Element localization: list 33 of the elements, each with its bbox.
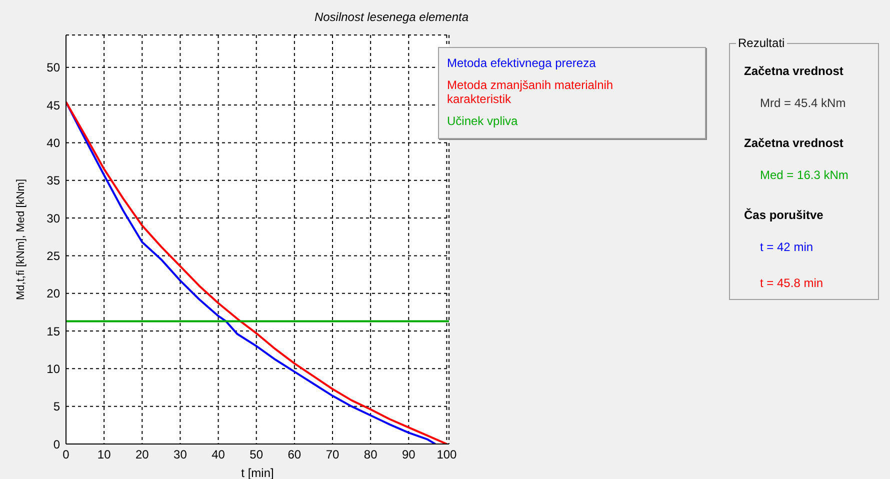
y-tick-label: 25 <box>46 248 60 263</box>
text: Začetna vrednost <box>744 136 844 150</box>
text: t = 45.8 min <box>760 276 824 290</box>
x-tick-label: 80 <box>364 448 378 462</box>
x-tick-label: 70 <box>326 448 340 462</box>
y-tick-label: 40 <box>46 136 60 150</box>
text: Začetna vrednost <box>744 64 844 78</box>
y-axis-title: Md,t,fi [kNm], Med [kNm] <box>14 178 27 300</box>
y-tick-label: 35 <box>46 174 60 188</box>
y-tick-label: 15 <box>46 324 60 338</box>
y-tick-label: 20 <box>46 286 60 301</box>
text: Med = 16.3 kNm <box>760 168 850 182</box>
x-tick-label: 100 <box>436 448 458 462</box>
x-tick-label: 90 <box>402 448 416 462</box>
chart-title: Nosilnost lesenega elementa <box>313 10 470 24</box>
x-tick-label: 30 <box>174 448 188 462</box>
y-tick-label: 45 <box>46 98 60 112</box>
y-tick-label: 10 <box>46 362 60 376</box>
legend-panel: Metoda efektivnega prereza Metoda zmanjšanih materialnih karakteristik Učinek vpliva <box>438 47 706 139</box>
text: Mrd = 45.4 kNm <box>760 96 847 110</box>
y-tick-label: 5 <box>53 400 60 414</box>
x-tick-label: 40 <box>212 448 226 462</box>
x-tick-label: 50 <box>250 448 264 462</box>
x-tick-label: 0 <box>62 448 70 462</box>
text: Čas porušitve <box>744 208 824 222</box>
text: t = 42 min <box>760 240 814 254</box>
y-tick-label: 50 <box>46 60 60 75</box>
y-tick-label: 30 <box>46 211 60 226</box>
x-tick-label: 20 <box>135 448 150 462</box>
x-tick-label: 60 <box>288 448 302 462</box>
y-tick-label: 0 <box>53 437 60 452</box>
x-tick-label: 10 <box>97 448 112 462</box>
text: Rezultati <box>737 36 786 50</box>
